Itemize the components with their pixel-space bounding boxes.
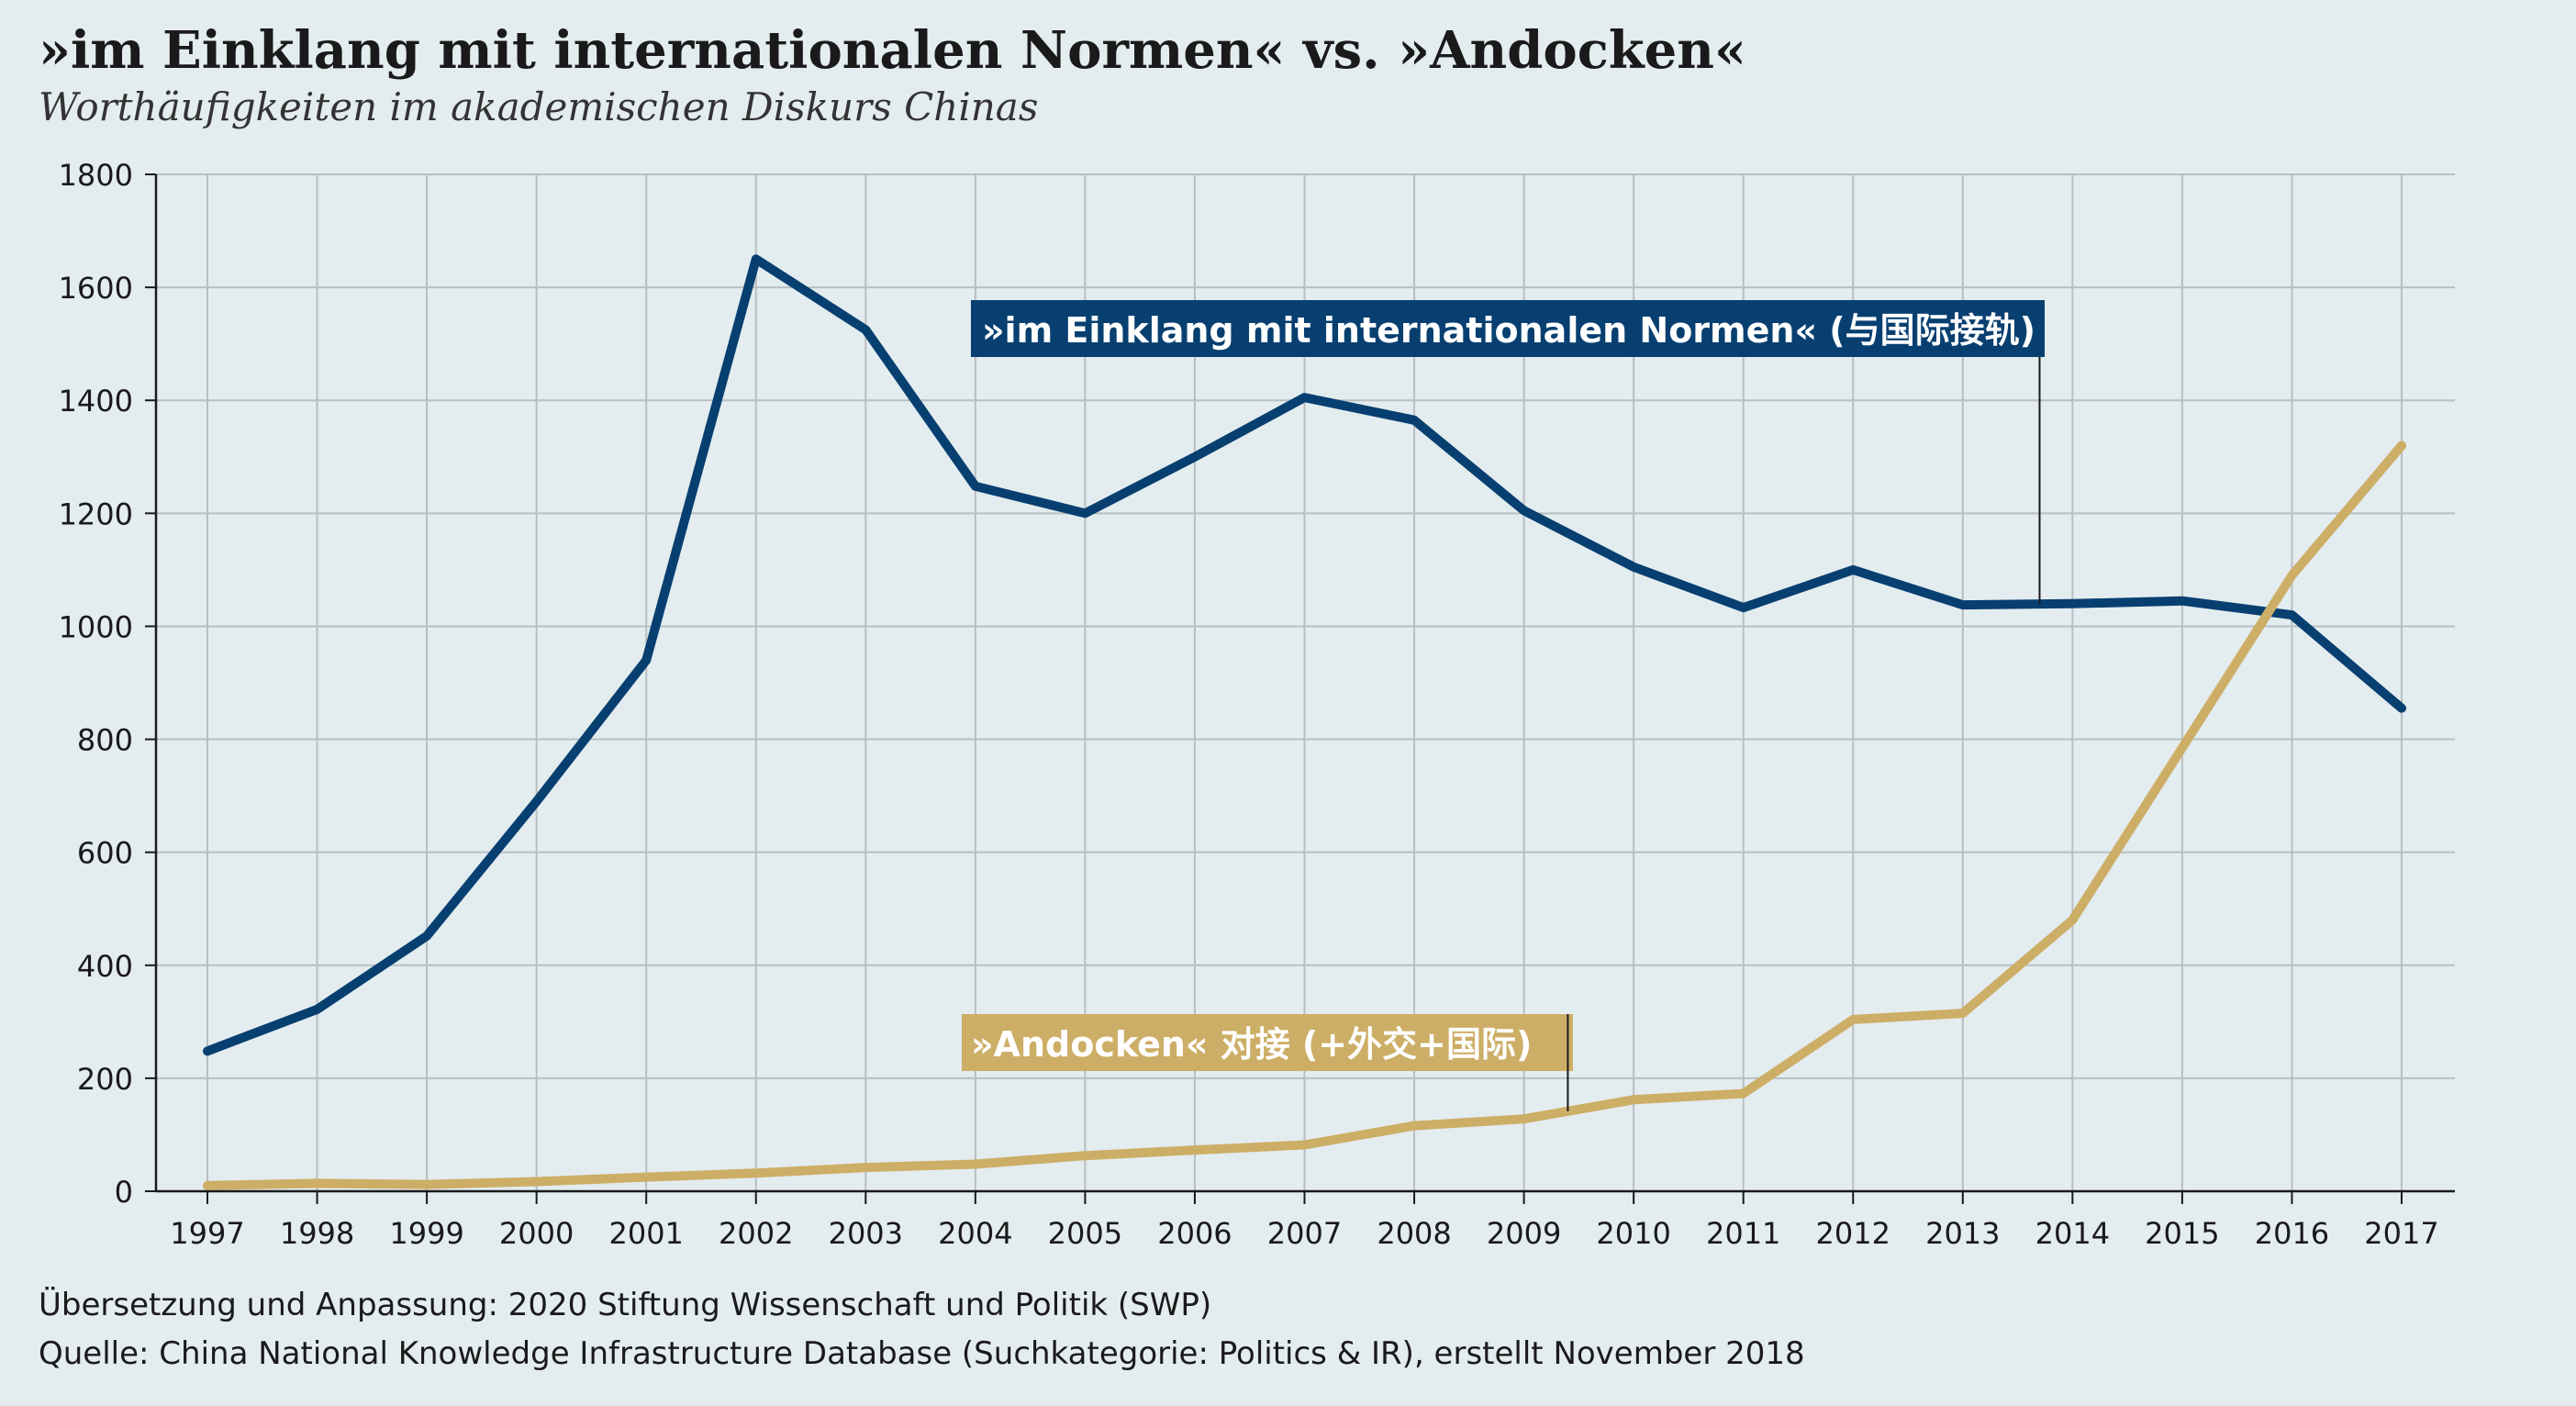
x-tick-label: 2007	[1267, 1216, 1342, 1251]
label-text-norms: »im Einklang mit internationalen Normen«…	[982, 310, 2035, 351]
x-tick-label: 2016	[2255, 1216, 2329, 1251]
chart-subtitle: Worthäufigkeiten im akademischen Diskurs…	[39, 84, 1039, 129]
x-tick-label: 2002	[719, 1216, 793, 1251]
x-tick-label: 2014	[2035, 1216, 2110, 1251]
y-tick-label: 800	[77, 723, 133, 758]
x-tick-label: 2011	[1706, 1216, 1780, 1251]
x-tick-label: 1998	[280, 1216, 354, 1251]
x-tick-label: 2015	[2145, 1216, 2219, 1251]
y-tick-label: 1800	[59, 158, 133, 193]
credit-translation: Übersetzung und Anpassung: 2020 Stiftung…	[39, 1287, 1212, 1323]
x-tick-label: 1999	[389, 1216, 463, 1251]
x-tick-label: 2009	[1487, 1216, 1561, 1251]
label-box-norms	[971, 300, 2045, 357]
y-tick-label: 1000	[59, 609, 133, 644]
x-tick-label: 2013	[1925, 1216, 2000, 1251]
y-tick-label: 200	[77, 1062, 133, 1097]
credit-source: Quelle: China National Knowledge Infrast…	[39, 1335, 1805, 1372]
x-tick-label: 2001	[608, 1216, 683, 1251]
x-tick-label: 2006	[1157, 1216, 1232, 1251]
x-tick-label: 2004	[938, 1216, 1012, 1251]
x-tick-label: 1997	[170, 1216, 244, 1251]
label-text-andocken: »Andocken« 对接 (+外交+国际)	[971, 1024, 1532, 1065]
chart-title: »im Einklang mit internationalen Normen«…	[39, 20, 1747, 81]
x-tick-label: 2005	[1048, 1216, 1122, 1251]
series-line-andocken	[203, 441, 2406, 1190]
x-tick-label: 2008	[1377, 1216, 1451, 1251]
y-tick-label: 1400	[59, 384, 133, 418]
y-tick-label: 1200	[59, 497, 133, 531]
x-tick-label: 2000	[499, 1216, 574, 1251]
label-box-andocken	[962, 1014, 1573, 1071]
x-tick-label: 2012	[1816, 1216, 1890, 1251]
y-tick-label: 0	[115, 1175, 133, 1210]
x-tick-label: 2003	[829, 1216, 903, 1251]
x-tick-label: 2010	[1596, 1216, 1670, 1251]
series-line-norms	[203, 254, 2406, 1056]
y-tick-label: 1600	[59, 271, 133, 306]
x-tick-label: 2017	[2364, 1216, 2438, 1251]
y-tick-label: 600	[77, 836, 133, 871]
y-tick-label: 400	[77, 949, 133, 984]
